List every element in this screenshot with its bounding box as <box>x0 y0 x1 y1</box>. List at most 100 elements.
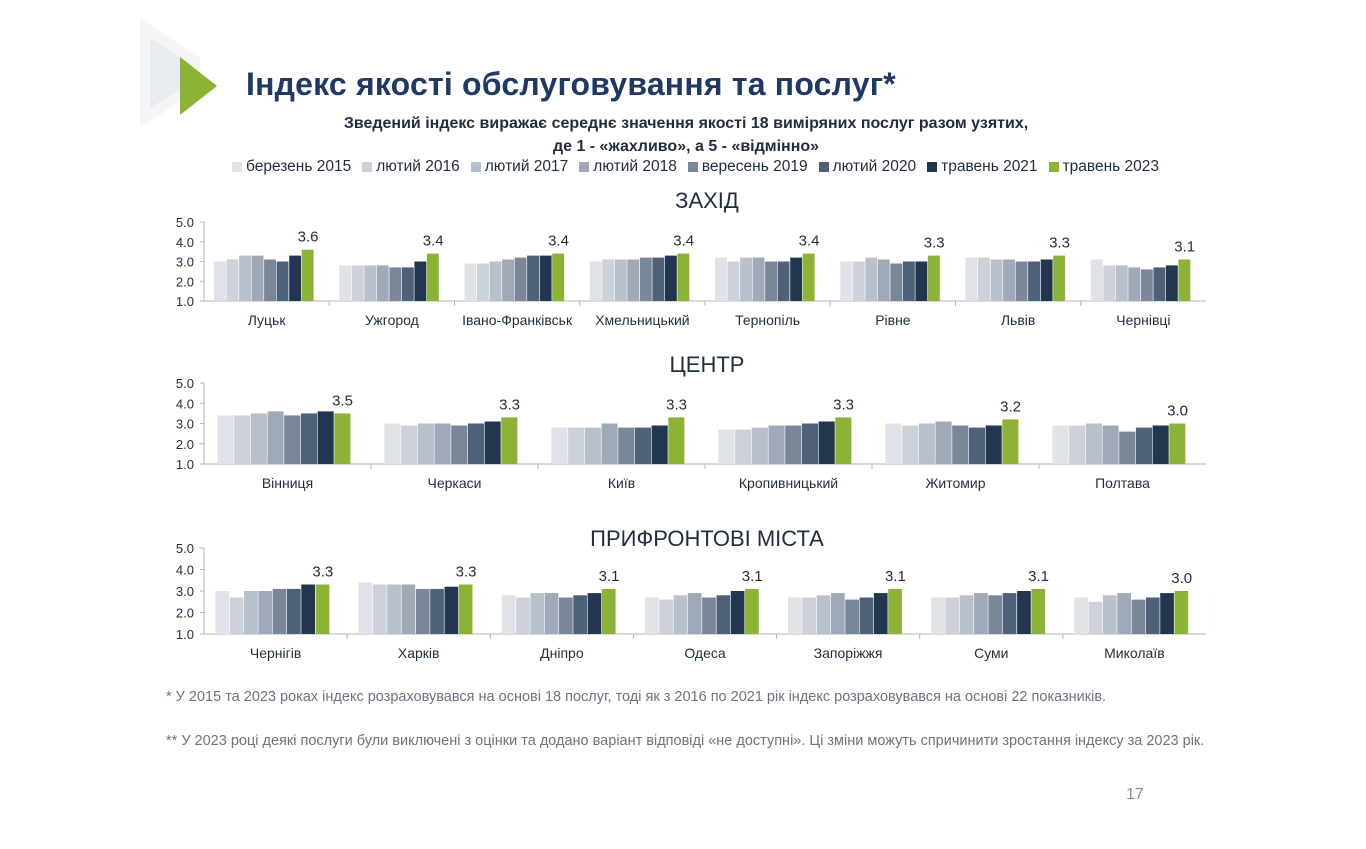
bar <box>768 425 785 464</box>
bar <box>444 586 459 634</box>
legend-swatch <box>579 162 590 172</box>
bar <box>1028 261 1040 301</box>
legend-label: вересень 2019 <box>701 158 808 175</box>
category-label: Львів <box>1001 312 1035 328</box>
bar <box>659 599 673 634</box>
bar <box>687 593 702 634</box>
bar <box>334 413 351 464</box>
bar <box>677 253 690 301</box>
bar <box>959 595 974 634</box>
bar <box>673 595 688 634</box>
bar <box>358 582 373 634</box>
bar <box>539 255 552 301</box>
category-label: Хмельницький <box>595 312 689 328</box>
y-tick-label: 4.0 <box>176 235 194 250</box>
category-label: Харків <box>398 645 440 661</box>
bar <box>587 593 602 634</box>
data-label: 3.4 <box>673 233 694 250</box>
category-label: Суми <box>974 645 1008 661</box>
bar <box>785 425 802 464</box>
bar <box>765 261 777 301</box>
y-tick-label: 4.0 <box>176 396 194 411</box>
bar <box>217 415 234 464</box>
category-label: Дніпро <box>540 645 584 661</box>
data-label: 3.3 <box>1049 235 1070 252</box>
bar <box>935 421 952 464</box>
category-label: Чернівці <box>1116 312 1170 328</box>
bar <box>467 423 484 464</box>
bar <box>885 423 902 464</box>
bar <box>229 597 244 634</box>
corner-decoration <box>140 18 200 128</box>
bar <box>831 593 845 634</box>
bar <box>1074 597 1088 634</box>
data-label: 3.1 <box>742 568 763 585</box>
bar <box>551 427 568 464</box>
bar <box>1119 431 1136 464</box>
bar <box>272 588 287 634</box>
bar <box>652 257 665 301</box>
bar <box>985 425 1002 464</box>
bar <box>250 413 267 464</box>
category-label: Івано-Франківськ <box>462 312 573 328</box>
bar <box>790 257 803 301</box>
bar <box>664 255 677 301</box>
bar <box>226 259 239 301</box>
bar <box>735 429 752 464</box>
legend-label: лютий 2018 <box>593 158 677 175</box>
legend-item: лютий 2020 <box>818 158 916 176</box>
bar <box>484 421 501 464</box>
bar <box>918 423 935 464</box>
bar <box>931 597 945 634</box>
bar <box>752 257 765 301</box>
bar <box>845 599 859 634</box>
bar <box>289 255 302 301</box>
legend-swatch <box>687 162 698 172</box>
bar <box>434 423 451 464</box>
subtitle-line-2: де 1 - «жахливо», а 5 - «відмінно» <box>552 138 820 155</box>
bar <box>634 427 651 464</box>
legend-label: лютий 2017 <box>484 158 569 175</box>
bar <box>284 415 301 464</box>
bar <box>384 423 401 464</box>
bar <box>788 597 802 634</box>
bar <box>1131 599 1146 634</box>
bar <box>415 588 430 634</box>
bar <box>401 584 416 634</box>
y-tick-label: 2.0 <box>176 606 194 621</box>
bar <box>215 591 230 634</box>
bar <box>502 259 514 301</box>
category-label: Ужгород <box>365 312 419 328</box>
bar <box>1085 423 1102 464</box>
title-arrow-icon <box>180 57 217 115</box>
bar <box>801 423 818 464</box>
bar <box>740 257 752 301</box>
bar <box>751 427 768 464</box>
category-label: Луцьк <box>248 312 287 328</box>
legend-item: лютий 2017 <box>470 158 569 176</box>
bar <box>501 417 518 464</box>
bar <box>965 257 978 301</box>
bar <box>477 263 489 301</box>
data-label: 3.3 <box>924 235 945 252</box>
legend-item: вересень 2019 <box>687 158 808 176</box>
category-label: Тернопіль <box>735 312 800 328</box>
data-label: 3.1 <box>599 568 620 585</box>
bar <box>514 257 527 301</box>
bar <box>315 584 330 634</box>
bar <box>978 257 990 301</box>
legend-swatch <box>362 162 373 172</box>
bar <box>1165 265 1178 301</box>
bar <box>426 253 439 301</box>
bar <box>239 255 251 301</box>
bar <box>902 261 915 301</box>
category-label: Кропивницький <box>739 475 838 491</box>
bar <box>264 259 276 301</box>
legend-swatch <box>818 162 829 172</box>
bar <box>1117 593 1131 634</box>
bar <box>715 257 727 301</box>
bar <box>401 425 418 464</box>
bar <box>730 591 745 634</box>
data-label: 3.3 <box>666 396 687 413</box>
category-label: Вінниця <box>262 475 313 491</box>
